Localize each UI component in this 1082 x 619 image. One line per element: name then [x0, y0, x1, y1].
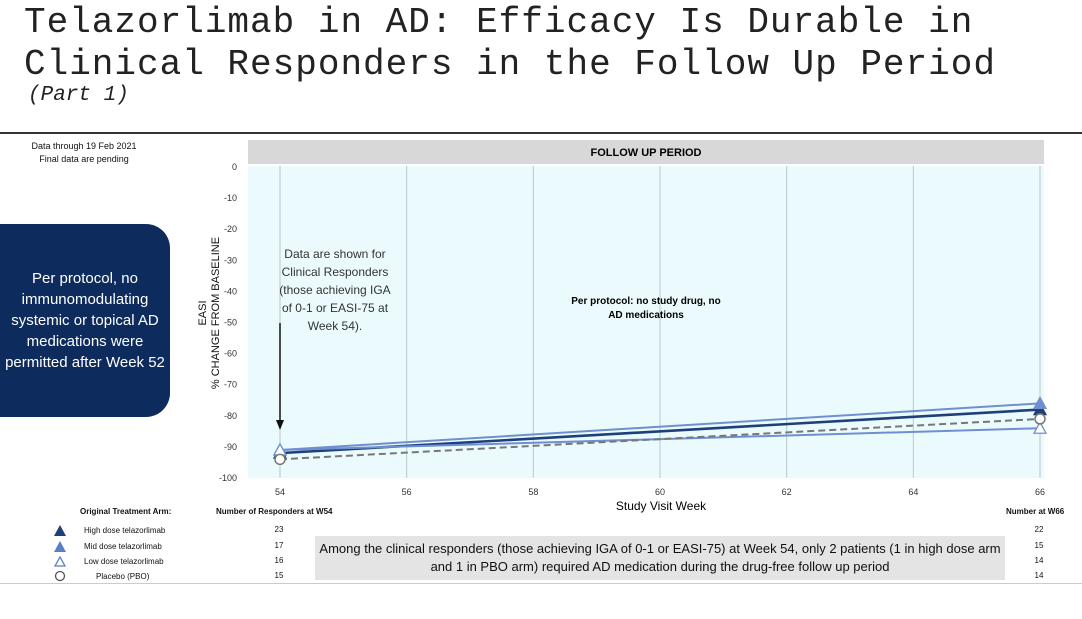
y-tick-label: -80: [224, 411, 237, 421]
w66-column-header: Number at W66: [1006, 507, 1065, 516]
y-tick-label: -30: [224, 255, 237, 265]
protocol-callout-text: Per protocol, no immunomodulating system…: [5, 270, 165, 371]
slide-title: Telazorlimab in AD: Efficacy Is Durable …: [24, 2, 996, 86]
x-tick-label: 56: [402, 487, 412, 497]
footnote-box: Among the clinical responders (those ach…: [315, 536, 1005, 580]
w66-count: 22: [1034, 525, 1044, 534]
data-note-line1: Data through 19 Feb 2021: [31, 141, 137, 151]
arrow-annotation-line2: Clinical Responders: [282, 265, 389, 279]
y-tick-label: -50: [224, 318, 237, 328]
open-triangle-icon: [50, 555, 70, 567]
slide-title-line1: Telazorlimab in AD: Efficacy Is Durable …: [24, 2, 974, 43]
x-axis-label: Study Visit Week: [616, 499, 707, 513]
w54-count: 16: [274, 556, 284, 565]
series-line-placebo-pbo-: [279, 417, 1041, 461]
x-tick-label: 66: [1035, 487, 1045, 497]
arrow-annotation-line4: of 0-1 or EASI-75 at: [282, 301, 389, 315]
annotation-arrow-head: [276, 420, 284, 430]
x-tick-label: 62: [782, 487, 792, 497]
bottom-divider: [0, 583, 1082, 584]
w66-count: 15: [1034, 541, 1044, 550]
w54-count: 17: [274, 541, 284, 550]
arm-column-header: Original Treatment Arm:: [80, 507, 172, 516]
arrow-annotation-line1: Data are shown for: [284, 247, 385, 261]
title-divider: [0, 132, 1082, 134]
x-tick-label: 58: [528, 487, 538, 497]
y-tick-label: 0: [232, 162, 237, 172]
x-tick-label: 60: [655, 487, 665, 497]
x-tick-label: 54: [275, 487, 285, 497]
center-annotation: Per protocol: no study drug, no AD medic…: [571, 296, 720, 321]
follow-up-band-label: FOLLOW UP PERIOD: [590, 147, 701, 159]
w54-count: 15: [274, 571, 284, 580]
marker-placebo-pbo-: [274, 453, 286, 466]
data-note: Data through 19 Feb 2021 Final data are …: [14, 140, 154, 166]
filled-triangle-icon: [50, 540, 70, 552]
x-tick-label: 64: [908, 487, 918, 497]
follow-up-band: [248, 140, 1044, 164]
filled-triangle-icon: [50, 524, 70, 536]
easi-line-chart: FOLLOW UP PERIOD 0 -10 -20 -30 -40 -50 -60 -70 -…: [219, 140, 1048, 513]
arrow-annotation-line3: (those achieving IGA: [279, 283, 390, 297]
marker-low-dose-telazorlimab: [1032, 420, 1048, 434]
y-tick-label: -100: [219, 473, 237, 483]
legend-row-placebo: Placebo (PBO): [50, 569, 149, 583]
arrow-annotation: Data are shown for Clinical Responders (…: [276, 247, 391, 430]
slide-subtitle: (Part 1): [28, 84, 129, 107]
center-annotation-line1: Per protocol: no study drug, no: [571, 296, 720, 307]
w66-count: 14: [1034, 556, 1044, 565]
y-tick-label: -60: [224, 349, 237, 359]
y-tick-label: -70: [224, 380, 237, 390]
legend-label: High dose telazorlimab: [84, 525, 166, 535]
footnote-text: Among the clinical responders (those ach…: [319, 541, 1001, 574]
legend-label: Mid dose telazorlimab: [84, 541, 162, 551]
legend-row-high-dose: High dose telazorlimab: [50, 523, 165, 537]
series-line-mid-dose-telazorlimab: [279, 402, 1041, 452]
w54-column-header: Number of Responders at W54: [216, 507, 333, 516]
y-tick-label: -20: [224, 224, 237, 234]
legend-row-mid-dose: Mid dose telazorlimab: [50, 539, 162, 553]
w66-count: 14: [1034, 571, 1044, 580]
y-tick-label: -10: [224, 193, 237, 203]
open-circle-icon: [50, 570, 70, 582]
marker-placebo-pbo-: [1034, 413, 1046, 425]
y-tick-label: -90: [224, 442, 237, 452]
protocol-callout: Per protocol, no immunomodulating system…: [0, 224, 170, 417]
y-tick-label: -40: [224, 286, 237, 296]
legend-label: Placebo (PBO): [96, 571, 150, 581]
data-note-line2: Final data are pending: [39, 154, 129, 164]
w54-count: 23: [274, 525, 284, 534]
legend-label: Low dose telazorlimab: [84, 556, 164, 566]
marker-mid-dose-telazorlimab: [1032, 396, 1048, 410]
arrow-annotation-line5: Week 54).: [308, 319, 362, 333]
slide-title-line2: Clinical Responders in the Follow Up Per…: [24, 44, 996, 85]
legend-row-low-dose: Low dose telazorlimab: [50, 554, 164, 568]
center-annotation-line2: AD medications: [608, 310, 684, 321]
